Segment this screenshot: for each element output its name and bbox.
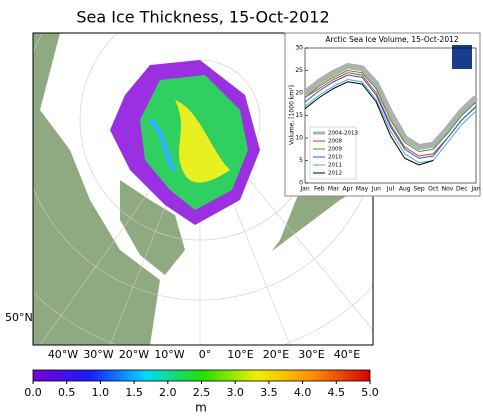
x-tick-label: May — [356, 186, 369, 193]
lon-label: 30°W — [83, 348, 113, 361]
y-tick-label: 30 — [295, 45, 303, 52]
colorbar-label: m — [195, 401, 207, 415]
lon-label: 10°E — [227, 348, 253, 361]
colorbar-tick-label: 0.5 — [58, 386, 76, 399]
series-line — [304, 81, 434, 166]
x-tick-label: Jan — [470, 186, 480, 193]
colorbar-tick-label: 2.0 — [159, 386, 177, 399]
lon-label: 20°E — [263, 348, 289, 361]
logo — [452, 45, 472, 69]
legend-label: 2004-2013 — [328, 131, 358, 137]
colorbar-tick-label: 5.0 — [361, 386, 379, 399]
colorbar — [32, 369, 371, 382]
series-line — [304, 69, 477, 153]
greenland — [120, 180, 185, 275]
colorbar-tick-label: 4.0 — [294, 386, 312, 399]
x-tick-label: Feb — [314, 186, 325, 193]
legend-label: 2011 — [328, 163, 342, 169]
series-line — [303, 62, 479, 151]
colorbar-tick-label: 1.5 — [125, 386, 143, 399]
y-axis-label: Volume, [1000 km³] — [289, 85, 296, 145]
lat-label: 50°N — [5, 311, 33, 324]
legend-label: 2010 — [328, 155, 342, 161]
y-tick-label: 15 — [295, 112, 303, 119]
chart-title: Arctic Sea Ice Volume, 15-Oct-2012 — [325, 35, 459, 44]
legend-label: 2009 — [328, 147, 342, 153]
lon-label: 0° — [199, 348, 212, 361]
x-tick-label: Jun — [371, 186, 382, 193]
sea-ice — [175, 100, 230, 183]
y-tick-label: 0 — [299, 180, 303, 187]
lon-label: 40°E — [334, 348, 360, 361]
lon-label: 40°W — [48, 348, 78, 361]
colorbar-tick-label: 3.0 — [226, 386, 244, 399]
lon-label: 10°W — [154, 348, 184, 361]
colorbar-tick-label: 4.5 — [328, 386, 346, 399]
x-tick-label: Jul — [386, 186, 395, 193]
lon-label: 20°W — [119, 348, 149, 361]
x-tick-label: Nov — [442, 186, 454, 193]
x-tick-label: Dec — [456, 186, 468, 193]
colorbar-tick-label: 2.5 — [193, 386, 211, 399]
series-line — [304, 74, 477, 159]
lon-label: 30°E — [298, 348, 324, 361]
x-tick-label: Aug — [399, 186, 411, 193]
y-tick-label: 5 — [299, 157, 303, 164]
y-tick-label: 25 — [295, 67, 303, 74]
legend — [309, 126, 357, 180]
legend-label: 2012 — [328, 171, 342, 177]
x-tick-label: Jan — [299, 186, 309, 193]
colorbar-tick-label: 3.5 — [260, 386, 278, 399]
colorbar-tick-label: 1.0 — [92, 386, 110, 399]
x-tick-label: Mar — [328, 186, 340, 193]
x-tick-label: Sep — [413, 186, 425, 193]
x-tick-label: Oct — [428, 186, 439, 193]
ocean — [190, 180, 373, 345]
y-tick-label: 10 — [295, 135, 303, 142]
sea-ice — [148, 117, 177, 172]
colorbar-tick-label: 0.0 — [24, 386, 42, 399]
map-title: Sea Ice Thickness, 15-Oct-2012 — [76, 8, 329, 27]
y-tick-label: 20 — [295, 90, 303, 97]
series-line — [304, 78, 477, 164]
legend-label: 2008 — [328, 139, 342, 145]
x-tick-label: Apr — [343, 186, 354, 193]
